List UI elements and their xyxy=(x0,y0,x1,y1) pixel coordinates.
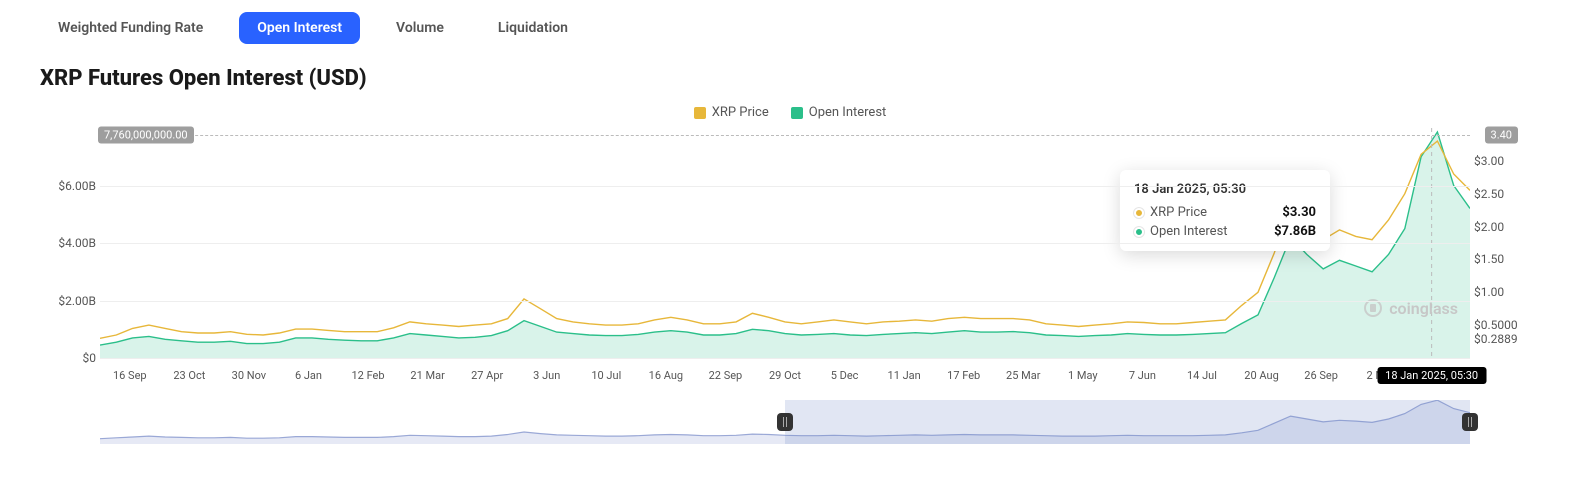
x-tick-label: 1 May xyxy=(1068,369,1098,382)
tooltip-row: XRP Price $3.30 xyxy=(1134,205,1316,220)
y-right-tick-label: $0.5000 xyxy=(1474,318,1534,332)
tooltip-value: $3.30 xyxy=(1282,205,1316,220)
x-tick-label: 16 Sep xyxy=(113,369,147,382)
x-tick-label: 3 Jun xyxy=(533,369,560,382)
tooltip-dot xyxy=(1134,208,1144,218)
tab-volume[interactable]: Volume xyxy=(378,12,462,44)
navigator-handle-left[interactable] xyxy=(777,413,793,431)
y-right-tick-label: $1.50 xyxy=(1474,252,1534,266)
y-left-cursor-badge: 7,760,000,000.00 xyxy=(98,126,194,143)
y-right-cursor-badge: 3.40 xyxy=(1485,126,1518,143)
x-tick-label: 14 Jul xyxy=(1187,369,1217,382)
tooltip-title: 18 Jan 2025, 05:30 xyxy=(1134,182,1316,197)
legend: XRP Price Open Interest xyxy=(0,105,1580,128)
page-title: XRP Futures Open Interest (USD) xyxy=(0,44,1580,105)
x-tick-label: 11 Jan xyxy=(888,369,921,382)
x-tick-label: 22 Sep xyxy=(709,369,743,382)
tooltip-label: XRP Price xyxy=(1150,205,1207,220)
gridline xyxy=(100,358,1470,359)
y-right-tick-label: $3.00 xyxy=(1474,154,1534,168)
y-left-tick-label: $2.00B xyxy=(42,294,96,308)
legend-item[interactable]: Open Interest xyxy=(791,105,887,120)
legend-swatch xyxy=(791,107,803,119)
crosshair-horizontal xyxy=(100,135,1470,136)
legend-swatch xyxy=(694,107,706,119)
x-cursor-badge: 18 Jan 2025, 05:30 xyxy=(1377,367,1486,384)
gridline xyxy=(100,243,1470,244)
navigator[interactable] xyxy=(40,394,1540,444)
y-left-tick-label: $6.00B xyxy=(42,179,96,193)
navigator-area[interactable] xyxy=(100,400,1470,444)
x-tick-label: 10 Jul xyxy=(591,369,621,382)
tooltip-dot xyxy=(1134,227,1144,237)
y-left-tick-label: $4.00B xyxy=(42,236,96,250)
x-tick-label: 23 Oct xyxy=(173,369,205,382)
tooltip-label: Open Interest xyxy=(1150,224,1228,239)
x-tick-label: 7 Jun xyxy=(1129,369,1156,382)
x-tick-label: 27 Apr xyxy=(471,369,503,382)
tab-liquidation[interactable]: Liquidation xyxy=(480,12,586,44)
x-tick-label: 12 Feb xyxy=(351,369,384,382)
x-tick-label: 20 Aug xyxy=(1244,369,1278,382)
navigator-handle-right[interactable] xyxy=(1462,413,1478,431)
hover-tooltip: 18 Jan 2025, 05:30 XRP Price $3.30 Open In… xyxy=(1120,170,1330,251)
legend-item[interactable]: XRP Price xyxy=(694,105,769,120)
x-tick-label: 5 Dec xyxy=(831,369,859,382)
plot-area[interactable]: coinglass 18 Jan 2025, 05:30 XRP Price$3… xyxy=(100,128,1470,358)
x-tick-label: 21 Mar xyxy=(410,369,444,382)
tabs-bar: Weighted Funding Rate Open Interest Volume… xyxy=(0,0,1580,44)
tooltip-row: Open Interest $7.86B xyxy=(1134,224,1316,239)
tooltip-value: $7.86B xyxy=(1274,224,1316,239)
x-tick-label: 6 Jan xyxy=(295,369,322,382)
x-tick-label: 29 Oct xyxy=(769,369,801,382)
y-right-tick-label: $2.50 xyxy=(1474,187,1534,201)
gridline xyxy=(100,186,1470,187)
tab-open-interest[interactable]: Open Interest xyxy=(239,12,360,44)
tab-weighted-funding-rate[interactable]: Weighted Funding Rate xyxy=(40,12,221,44)
x-tick-label: 30 Nov xyxy=(232,369,266,382)
x-tick-label: 25 Mar xyxy=(1006,369,1040,382)
legend-label: XRP Price xyxy=(712,105,769,120)
x-tick-label: 16 Aug xyxy=(649,369,683,382)
y-right-tick-label: $2.00 xyxy=(1474,220,1534,234)
gridline xyxy=(100,301,1470,302)
y-right-tick-label: $0.2889 xyxy=(1474,332,1534,346)
y-right-tick-label: $1.00 xyxy=(1474,285,1534,299)
y-left-tick-label: $0 xyxy=(42,351,96,365)
x-tick-label: 26 Sep xyxy=(1304,369,1338,382)
navigator-selection[interactable] xyxy=(785,400,1470,444)
legend-label: Open Interest xyxy=(809,105,887,120)
x-tick-label: 17 Feb xyxy=(947,369,980,382)
chart[interactable]: coinglass 18 Jan 2025, 05:30 XRP Price$3… xyxy=(40,128,1540,388)
